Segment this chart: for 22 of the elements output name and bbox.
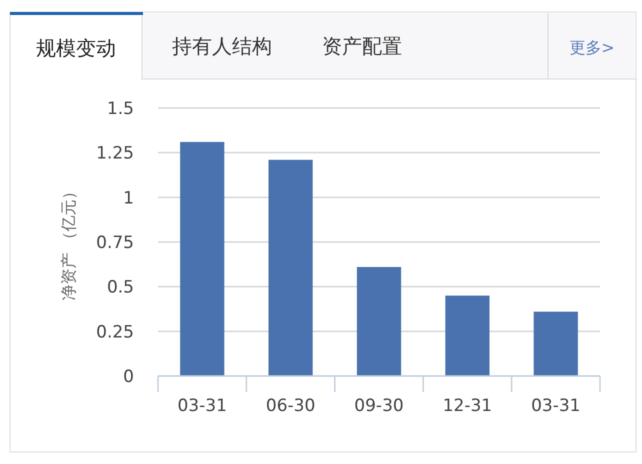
y-tick-label: 0.75 <box>96 233 134 253</box>
text: 规模变动 <box>36 36 116 60</box>
y-tick-label: 0.25 <box>96 322 134 342</box>
x-tick-label: 09-30 <box>354 396 404 416</box>
y-tick-label: 1 <box>123 188 134 208</box>
bar <box>268 160 313 376</box>
x-tick-label: 03-31 <box>531 396 581 416</box>
x-tick-label: 06-30 <box>266 396 316 416</box>
x-tick-label: 12-31 <box>442 396 492 416</box>
text: 资产配置 <box>322 34 402 58</box>
y-tick-label: 1.5 <box>106 99 134 119</box>
bar <box>534 312 578 376</box>
y-tick-label: 1.25 <box>96 144 134 164</box>
y-axis-title: 净资产 （亿元） <box>59 183 78 301</box>
text: 持有人结构 <box>172 34 272 58</box>
y-tick-label: 0 <box>123 367 134 387</box>
bar <box>356 267 402 376</box>
bar <box>445 296 490 376</box>
text: 更多> <box>569 38 615 57</box>
y-tick-label: 0.5 <box>106 278 134 298</box>
bar <box>180 142 224 376</box>
x-tick-label: 03-31 <box>177 396 227 416</box>
